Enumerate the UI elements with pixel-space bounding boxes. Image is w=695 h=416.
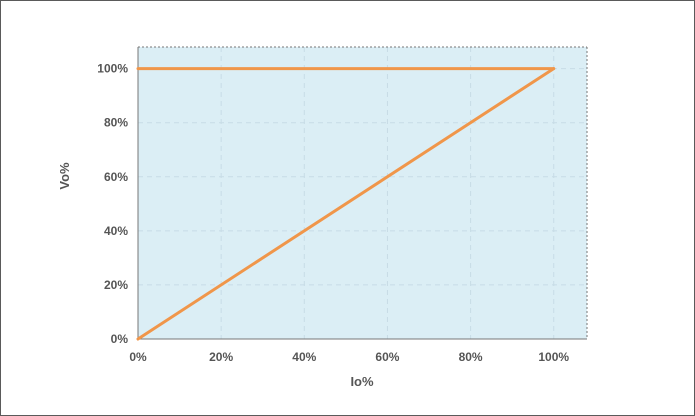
x-tick-label: 20% <box>209 350 233 364</box>
x-tick-label: 100% <box>538 350 569 364</box>
series-lines <box>136 67 556 341</box>
y-tick-label: 100% <box>97 62 128 76</box>
y-tick-label: 40% <box>104 224 128 238</box>
x-tick-label: 0% <box>129 350 147 364</box>
x-axis-label: Io% <box>350 374 374 389</box>
x-tick-label: 80% <box>459 350 483 364</box>
y-axis-label: Vo% <box>57 162 72 190</box>
series-line-1 <box>136 67 556 341</box>
y-tick-label: 0% <box>111 332 129 346</box>
x-axis-ticks: 0% 20% 40% 60% 80% 100% <box>129 350 569 364</box>
y-axis-ticks: 0% 20% 40% 60% 80% 100% <box>97 62 128 346</box>
y-tick-label: 20% <box>104 278 128 292</box>
plot-frame <box>137 46 588 340</box>
x-tick-label: 60% <box>375 350 399 364</box>
x-tick-label: 40% <box>292 350 316 364</box>
y-tick-label: 80% <box>104 116 128 130</box>
y-tick-label: 60% <box>104 170 128 184</box>
